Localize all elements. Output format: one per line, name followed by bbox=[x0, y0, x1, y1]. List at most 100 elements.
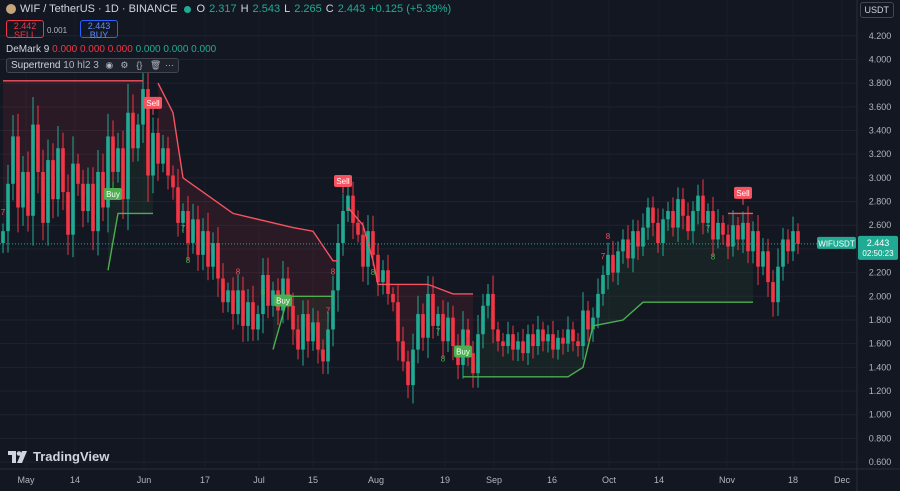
candle-body bbox=[391, 293, 395, 303]
candle-body bbox=[266, 274, 270, 306]
candle-body bbox=[441, 314, 445, 342]
candle-body bbox=[541, 329, 545, 342]
time-tick-label: 16 bbox=[547, 475, 557, 485]
last-price-box bbox=[858, 235, 898, 260]
demark-count-label: 7 bbox=[601, 252, 606, 261]
candle-body bbox=[261, 274, 265, 315]
candle-body bbox=[291, 305, 295, 330]
candle-body bbox=[11, 136, 15, 184]
demark-count-label: 8 bbox=[331, 267, 336, 276]
supertrend-legend[interactable]: Supertrend 10 hl2 3 ◉ ⚙ {} 🗑 ⋯ bbox=[6, 58, 179, 73]
candle-body bbox=[656, 222, 660, 243]
settings-icon[interactable]: ⚙ bbox=[120, 60, 129, 70]
symbol-header: WIF / TetherUS · 1D · BINANCE O 2.317 H 2.… bbox=[6, 3, 451, 15]
buy-signal-box bbox=[274, 294, 292, 307]
candle-body bbox=[616, 251, 620, 273]
sell-signal-label: Sell bbox=[146, 99, 160, 108]
candles bbox=[1, 57, 800, 404]
candle-body bbox=[626, 239, 630, 259]
candle-body bbox=[226, 290, 230, 303]
price-tick-label: 3.600 bbox=[869, 102, 892, 112]
price-tick-label: 4.000 bbox=[869, 54, 892, 64]
time-tick-label: Dec bbox=[834, 475, 851, 485]
candle-body bbox=[581, 310, 585, 347]
candle-body bbox=[56, 148, 60, 200]
demark-label: DeMark 9 bbox=[6, 44, 50, 55]
candle-body bbox=[196, 219, 200, 255]
candle-body bbox=[396, 302, 400, 342]
candle-body bbox=[331, 290, 335, 330]
candle-body bbox=[356, 222, 360, 235]
candle-body bbox=[141, 89, 145, 125]
low-value: 2.265 bbox=[294, 3, 322, 15]
candle-body bbox=[491, 293, 495, 330]
time-tick-label: 18 bbox=[788, 475, 798, 485]
candle-body bbox=[666, 211, 670, 220]
close-value: 2.443 bbox=[337, 3, 366, 15]
candle-body bbox=[236, 290, 240, 315]
candle-body bbox=[591, 317, 595, 330]
candle-body bbox=[421, 314, 425, 338]
candle-body bbox=[341, 211, 345, 243]
candle-body bbox=[131, 112, 135, 149]
buy-price: 2.443 bbox=[87, 21, 111, 31]
time-tick-label: 15 bbox=[308, 475, 318, 485]
candle-body bbox=[771, 282, 775, 303]
source-code-icon[interactable]: {} bbox=[136, 60, 143, 70]
sell-button[interactable]: 2.442 SELL bbox=[6, 20, 44, 40]
sell-signal: Sell bbox=[734, 186, 752, 205]
candle-body bbox=[46, 160, 50, 223]
candle-body bbox=[161, 148, 165, 164]
candle-body bbox=[791, 231, 795, 252]
candle-body bbox=[776, 266, 780, 303]
candle-body bbox=[471, 353, 475, 374]
currency-selector[interactable]: USDT bbox=[859, 2, 894, 18]
supertrend-line bbox=[107, 212, 153, 271]
symbol-title[interactable]: WIF / TetherUS · 1D · BINANCE bbox=[20, 3, 178, 15]
high-label: H bbox=[240, 3, 249, 15]
more-icon[interactable]: ⋯ bbox=[164, 60, 174, 70]
price-tick-label: 1.400 bbox=[869, 362, 892, 372]
candle-body bbox=[151, 132, 155, 176]
sell-signal-label: Sell bbox=[336, 177, 350, 186]
open-value: 2.317 bbox=[209, 3, 237, 15]
candle-body bbox=[246, 302, 250, 326]
candle-body bbox=[271, 290, 275, 306]
candle-body bbox=[401, 341, 405, 362]
tradingview-logo[interactable]: TradingView bbox=[8, 449, 109, 464]
candle-body bbox=[191, 219, 195, 243]
candle-body bbox=[436, 314, 440, 326]
time-tick-label: Oct bbox=[602, 475, 617, 485]
candle-body bbox=[136, 124, 140, 149]
candle-body bbox=[526, 334, 530, 354]
close-label: C bbox=[325, 3, 334, 15]
market-open-icon bbox=[183, 5, 191, 13]
buy-signal-box bbox=[454, 345, 472, 358]
candle-body bbox=[796, 231, 800, 244]
candle-body bbox=[631, 231, 635, 259]
demark-count-label: 8 bbox=[441, 354, 446, 363]
trash-icon[interactable]: 🗑 bbox=[149, 60, 162, 70]
price-tick-label: 1.600 bbox=[869, 339, 892, 349]
candle-body bbox=[186, 211, 190, 243]
buy-button[interactable]: 2.443 BUY bbox=[80, 20, 118, 40]
time-tick-label: Nov bbox=[719, 475, 736, 485]
sell-signal: Sell bbox=[334, 175, 352, 194]
candle-body bbox=[606, 254, 610, 275]
candle-body bbox=[496, 329, 500, 342]
candle-body bbox=[546, 334, 550, 342]
candle-body bbox=[166, 148, 170, 176]
candle-body bbox=[516, 341, 520, 350]
symbol-logo-icon bbox=[6, 4, 16, 14]
candle-body bbox=[351, 195, 355, 223]
buy-signal: Buy bbox=[104, 181, 122, 200]
eye-icon[interactable]: ◉ bbox=[105, 60, 114, 70]
candle-body bbox=[531, 334, 535, 347]
price-tick-label: 3.200 bbox=[869, 149, 892, 159]
price-tick-label: 2.600 bbox=[869, 220, 892, 230]
demark-count-label: 7 bbox=[436, 327, 441, 336]
demark-legend[interactable]: DeMark 9 0.000 0.000 0.000 0.000 0.000 0… bbox=[6, 44, 216, 55]
candle-body bbox=[406, 361, 410, 386]
